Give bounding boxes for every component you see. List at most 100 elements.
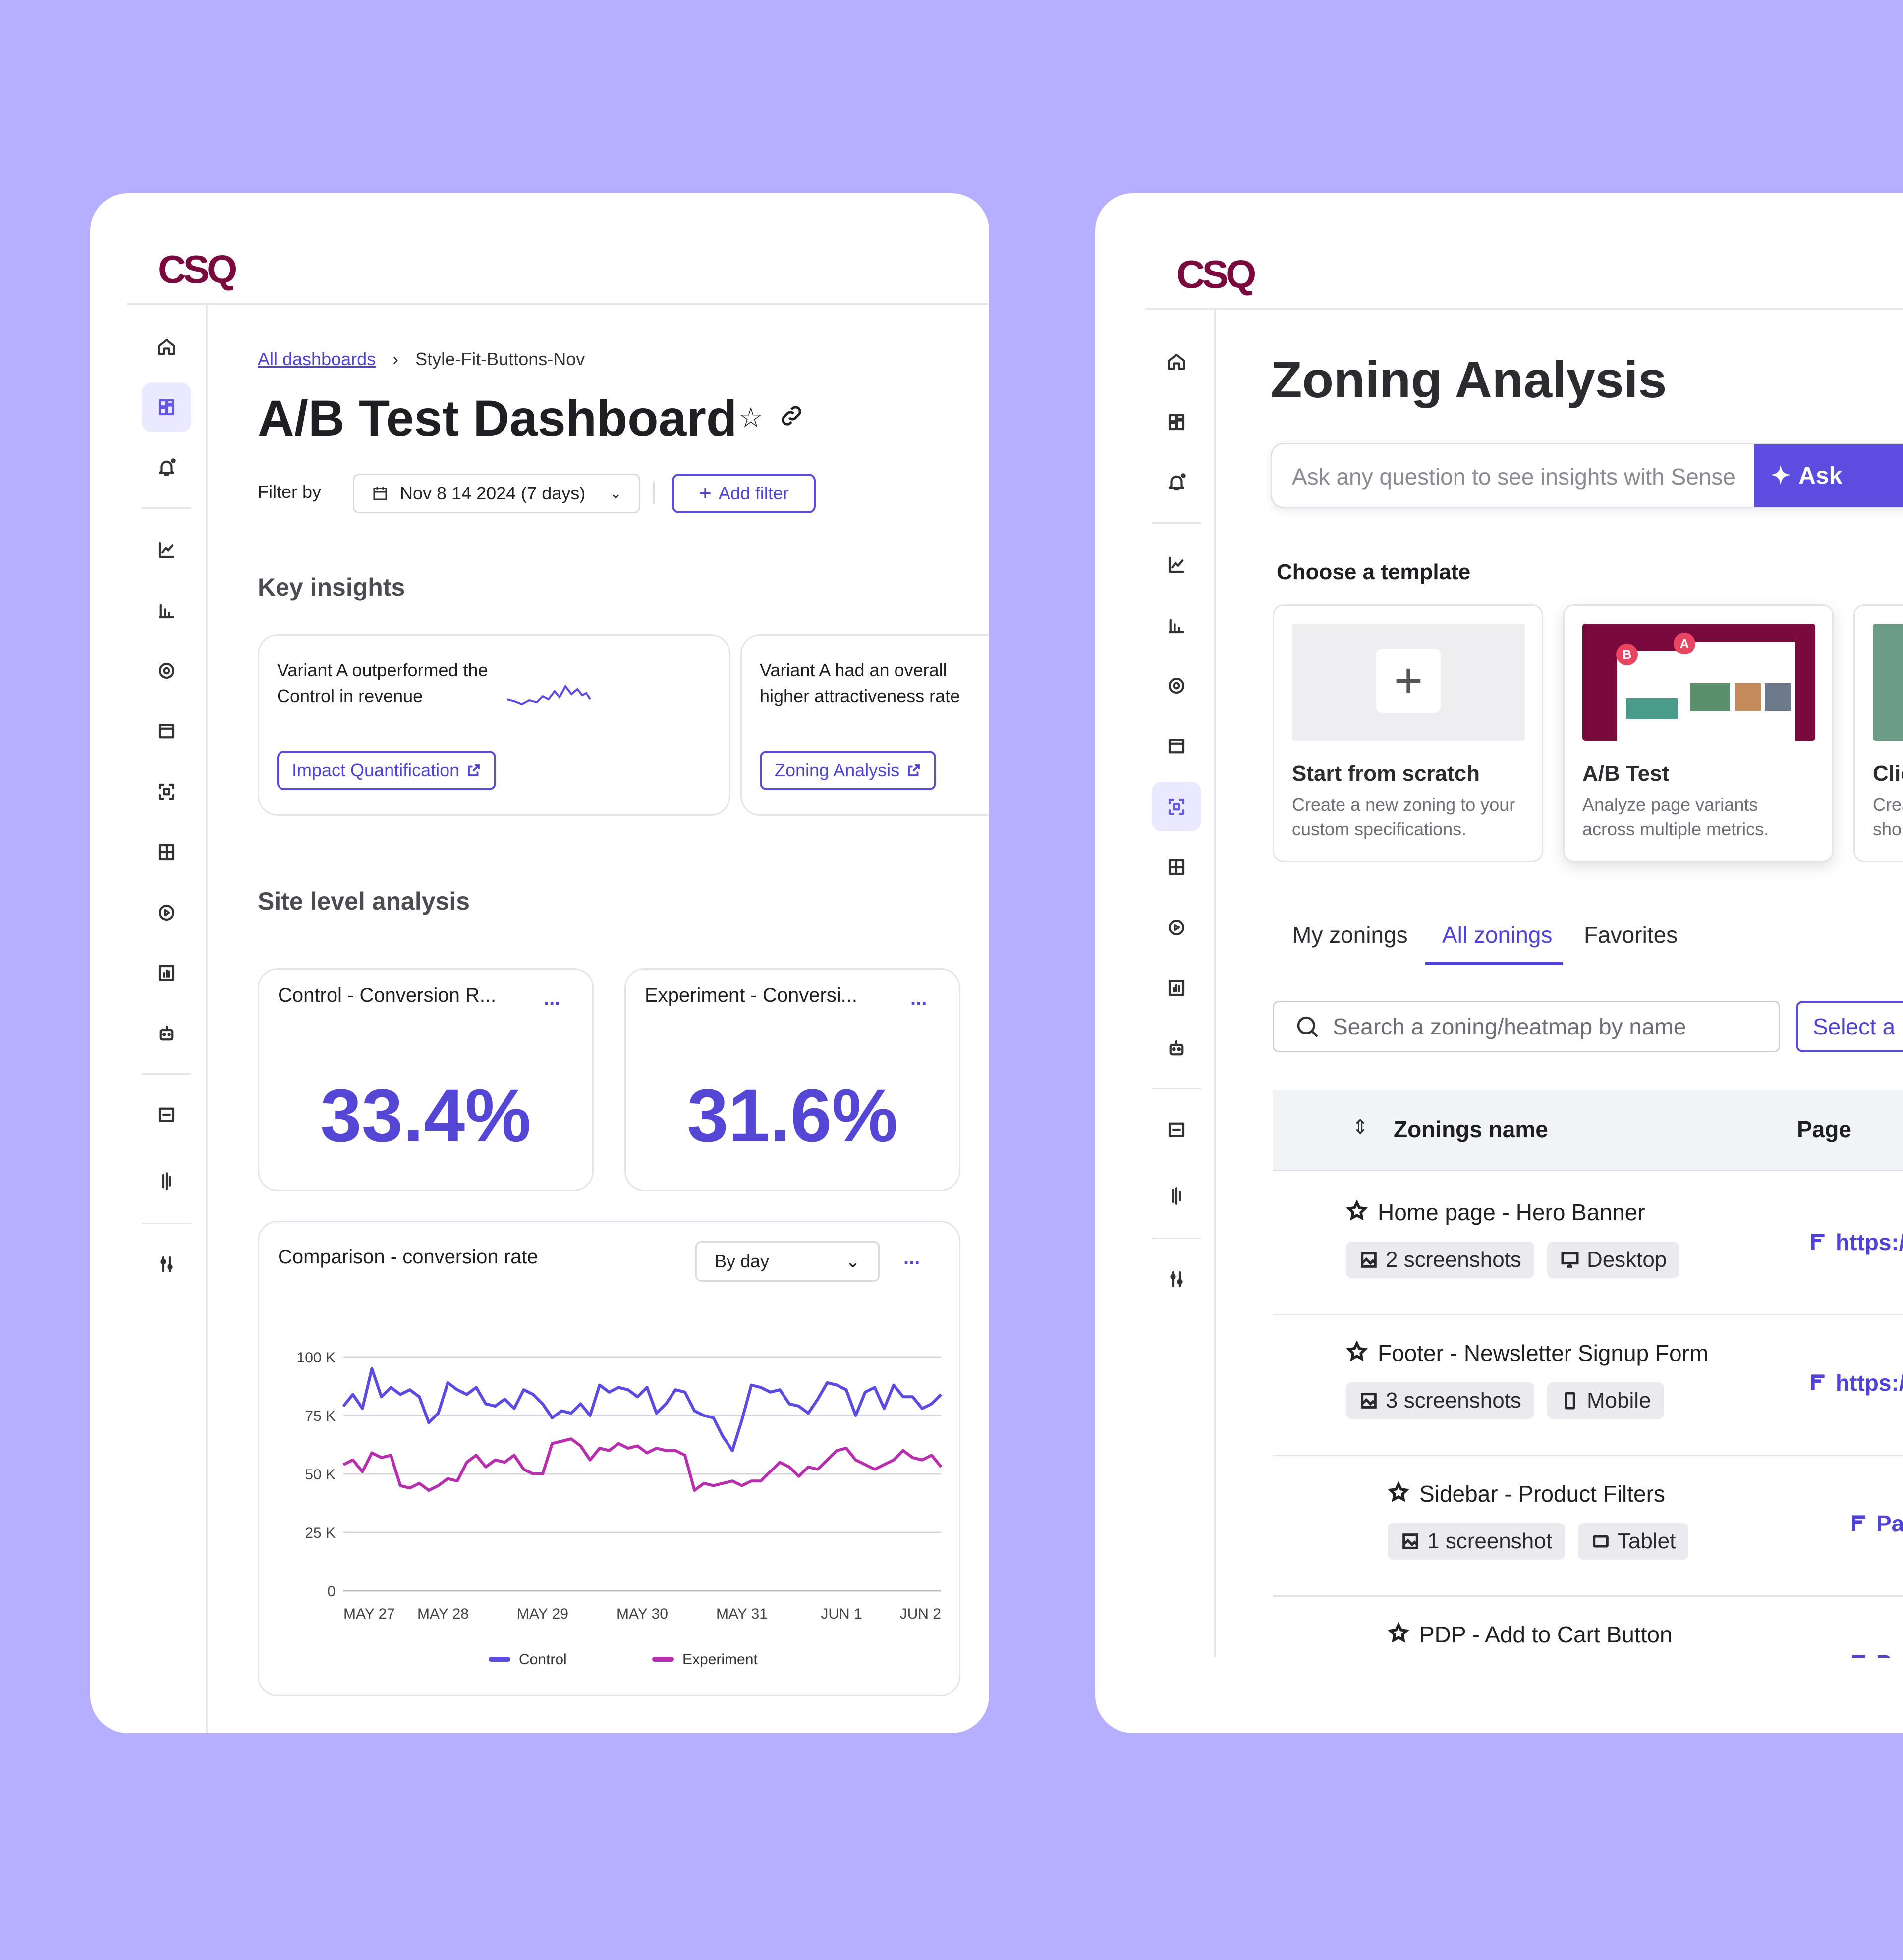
star-icon[interactable]: ☆ (738, 402, 764, 433)
template-title: A/B Test (1582, 762, 1670, 786)
date-range-select[interactable]: Nov 8 14 2024 (7 days) ⌄ (353, 474, 640, 513)
line-chart-icon[interactable] (142, 525, 191, 575)
star-icon[interactable] (1387, 1622, 1410, 1646)
line-chart-icon[interactable] (1152, 540, 1201, 590)
settings-sliders-icon[interactable] (142, 1240, 191, 1289)
template-start-from-scratch[interactable]: + Start from scratch Create a new zoning… (1273, 604, 1543, 862)
image-icon (1361, 1393, 1377, 1409)
comparison-chart-card: Comparison - conversion rate By day ⌄ ..… (258, 1221, 960, 1696)
template-desc-1: Crea (1873, 794, 1903, 815)
window-icon[interactable] (1152, 721, 1201, 771)
star-icon[interactable] (1387, 1481, 1410, 1506)
report-icon[interactable] (1152, 963, 1201, 1013)
window-icon[interactable] (142, 707, 191, 756)
equalizer-icon[interactable] (142, 1156, 191, 1206)
variant-b-badge: B (1616, 644, 1638, 665)
add-filter-button[interactable]: + Add filter (672, 474, 816, 513)
more-menu-icon[interactable]: ... (544, 987, 560, 1009)
zoning-icon[interactable] (1152, 782, 1201, 831)
zoning-icon[interactable] (142, 767, 191, 817)
impact-quantification-link[interactable]: Impact Quantification (277, 751, 497, 790)
home-icon[interactable] (1152, 337, 1201, 386)
x-tick-label: MAY 29 (517, 1606, 568, 1622)
granularity-select[interactable]: By day ⌄ (695, 1241, 880, 1282)
breadcrumb-all-dashboards[interactable]: All dashboards (258, 349, 376, 369)
inbox-icon[interactable] (1152, 1105, 1201, 1154)
zoning-name[interactable]: Sidebar - Product Filters (1419, 1481, 1665, 1507)
report-icon[interactable] (142, 948, 191, 998)
zoning-name[interactable]: Footer - Newsletter Signup Form (1378, 1340, 1709, 1366)
flag-icon (1852, 1655, 1865, 1658)
zoning-analysis-link[interactable]: Zoning Analysis (760, 751, 937, 790)
y-tick-label: 100 K (297, 1350, 336, 1366)
robot-icon[interactable] (142, 1009, 191, 1058)
bell-icon[interactable] (1152, 458, 1201, 507)
bell-icon[interactable] (142, 443, 191, 492)
series-line-experiment (342, 1437, 943, 1492)
home-icon[interactable] (142, 322, 191, 372)
zoning-analysis-panel: CSQ Zoning Analysis Ask any question to … (1095, 193, 1903, 1733)
star-icon[interactable] (1345, 1199, 1368, 1224)
ab-dashboard-panel: CSQ All dashboards › Style-Fit-Buttons-N… (90, 193, 989, 1733)
inbox-icon[interactable] (142, 1090, 191, 1140)
zoning-search-input[interactable]: Search a zoning/heatmap by name (1273, 1001, 1780, 1052)
page-title: Zoning Analysis (1271, 351, 1667, 409)
play-icon[interactable] (1152, 903, 1201, 952)
tab-my-zonings[interactable]: My zonings (1292, 922, 1408, 948)
ask-bar: Ask any question to see insights with Se… (1271, 443, 1903, 508)
page-url-link[interactable]: Pa (1849, 1510, 1903, 1537)
equalizer-icon[interactable] (1152, 1171, 1201, 1221)
metric-card-experiment: Experiment - Conversi... ... 31.6% (624, 968, 960, 1191)
link-icon[interactable] (779, 403, 804, 431)
ask-input[interactable]: Ask any question to see insights with Se… (1292, 464, 1735, 490)
insight-text-line2: higher attractiveness rate (760, 686, 960, 706)
dashboard-icon[interactable] (142, 382, 191, 432)
plus-icon: + (1376, 649, 1441, 713)
dashboard-icon[interactable] (1152, 397, 1201, 447)
zoning-name[interactable]: PDP - Add to Cart Button (1419, 1622, 1673, 1647)
col-zonings-name[interactable]: Zonings name (1394, 1116, 1548, 1142)
csq-logo[interactable]: CSQ (158, 247, 237, 291)
page-url-link[interactable]: Pa (1849, 1650, 1903, 1658)
tab-favorites[interactable]: Favorites (1584, 922, 1678, 948)
external-link-icon (468, 764, 480, 776)
page-url-link[interactable]: https:/ (1809, 1229, 1903, 1255)
bar-chart-icon[interactable] (1152, 600, 1201, 650)
flag-icon (1811, 1374, 1825, 1390)
x-tick-label: MAY 27 (343, 1606, 395, 1622)
device-chip: Mobile (1547, 1382, 1664, 1419)
metric-card-control: Control - Conversion R... ... 33.4% (258, 968, 594, 1191)
star-icon[interactable] (1345, 1340, 1368, 1365)
bar-chart-icon[interactable] (142, 586, 191, 635)
zoning-name[interactable]: Home page - Hero Banner (1378, 1199, 1645, 1225)
heatmap-icon[interactable] (142, 827, 191, 877)
tab-all-zonings[interactable]: All zonings (1442, 922, 1553, 948)
line-chart: 100 K 75 K 50 K 25 K 0 MAY 27 MAY 28 MAY 29 MAY … (297, 1350, 943, 1668)
plus-icon: + (699, 481, 712, 505)
sort-icon[interactable]: ⇕ (1352, 1116, 1369, 1138)
donut-icon[interactable] (142, 646, 191, 696)
more-menu-icon[interactable]: ... (910, 987, 927, 1009)
settings-sliders-icon[interactable] (1152, 1254, 1201, 1304)
template-click[interactable]: Clic Crea sho (1853, 604, 1903, 862)
heatmap-icon[interactable] (1152, 842, 1201, 892)
sparkle-icon: ✦ (1771, 463, 1791, 489)
legend-label: Experiment (682, 1651, 758, 1668)
more-menu-icon[interactable]: ... (903, 1247, 920, 1269)
select-button[interactable]: Select a (1796, 1001, 1903, 1052)
col-page[interactable]: Page (1797, 1116, 1851, 1142)
image-icon (1361, 1252, 1377, 1268)
template-ab-test[interactable]: B A A/B Test Analyze page variants acros… (1563, 604, 1834, 862)
flag-icon (1852, 1515, 1865, 1531)
ask-button[interactable]: ✦ Ask (1754, 444, 1903, 507)
y-tick-label: 50 K (305, 1467, 336, 1483)
desktop-icon (1561, 1252, 1579, 1268)
page-url-link[interactable]: https:/ (1809, 1369, 1903, 1396)
csq-logo[interactable]: CSQ (1176, 252, 1256, 296)
x-tick-label: JUN 2 (900, 1606, 941, 1622)
robot-icon[interactable] (1152, 1024, 1201, 1073)
donut-icon[interactable] (1152, 661, 1201, 710)
variant-a-badge: A (1674, 633, 1695, 654)
play-icon[interactable] (142, 888, 191, 937)
template-desc-1: Create a new zoning to your (1292, 794, 1515, 815)
